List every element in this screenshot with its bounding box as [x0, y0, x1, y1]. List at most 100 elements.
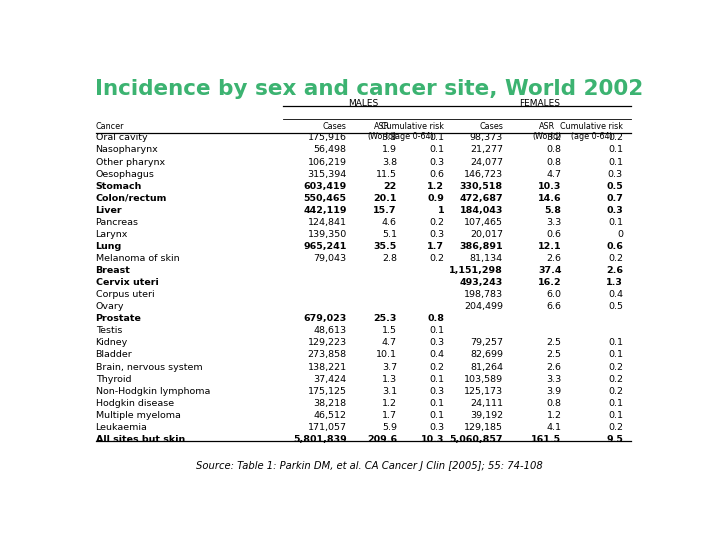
Text: 0.5: 0.5	[608, 302, 623, 311]
Text: 0.8: 0.8	[546, 158, 562, 166]
Text: 0.5: 0.5	[606, 181, 623, 191]
Text: 0.1: 0.1	[429, 399, 444, 408]
Text: 3.3: 3.3	[546, 375, 562, 383]
Text: 39,192: 39,192	[469, 411, 503, 420]
Text: 4.1: 4.1	[546, 423, 562, 432]
Text: 10.3: 10.3	[421, 435, 444, 444]
Text: 1.2: 1.2	[546, 411, 562, 420]
Text: Stomach: Stomach	[96, 181, 142, 191]
Text: 0.3: 0.3	[429, 339, 444, 347]
Text: Kidney: Kidney	[96, 339, 128, 347]
Text: 3.7: 3.7	[382, 362, 397, 372]
Text: 0.1: 0.1	[429, 326, 444, 335]
Text: 0.8: 0.8	[546, 145, 562, 154]
Text: Liver: Liver	[96, 206, 122, 215]
Text: 5.1: 5.1	[382, 230, 397, 239]
Text: Colon/rectum: Colon/rectum	[96, 194, 167, 202]
Text: 2.6: 2.6	[606, 266, 623, 275]
Text: 442,119: 442,119	[303, 206, 347, 215]
Text: 386,891: 386,891	[459, 242, 503, 251]
Text: 14.6: 14.6	[538, 194, 562, 202]
Text: 9.5: 9.5	[606, 435, 623, 444]
Text: 5.8: 5.8	[544, 206, 562, 215]
Text: Ovary: Ovary	[96, 302, 124, 311]
Text: 82,699: 82,699	[470, 350, 503, 360]
Text: 6.0: 6.0	[546, 290, 562, 299]
Text: 0.1: 0.1	[608, 218, 623, 227]
Text: 0.2: 0.2	[608, 362, 623, 372]
Text: 0.2: 0.2	[608, 423, 623, 432]
Text: 1.2: 1.2	[382, 399, 397, 408]
Text: Lung: Lung	[96, 242, 122, 251]
Text: 2.5: 2.5	[546, 339, 562, 347]
Text: Prostate: Prostate	[96, 314, 141, 323]
Text: 1.5: 1.5	[382, 326, 397, 335]
Text: 6.6: 6.6	[546, 302, 562, 311]
Text: 0.6: 0.6	[429, 170, 444, 179]
Text: 10.1: 10.1	[376, 350, 397, 360]
Text: 0.2: 0.2	[429, 254, 444, 263]
Text: 0: 0	[617, 230, 623, 239]
Text: 209.6: 209.6	[366, 435, 397, 444]
Text: Cervix uteri: Cervix uteri	[96, 278, 158, 287]
Text: 81,134: 81,134	[469, 254, 503, 263]
Text: 79,043: 79,043	[313, 254, 347, 263]
Text: 12.1: 12.1	[538, 242, 562, 251]
Text: 20,017: 20,017	[470, 230, 503, 239]
Text: 679,023: 679,023	[303, 314, 347, 323]
Text: 0.2: 0.2	[608, 375, 623, 383]
Text: 103,589: 103,589	[464, 375, 503, 383]
Text: 171,057: 171,057	[307, 423, 347, 432]
Text: 48,613: 48,613	[313, 326, 347, 335]
Text: 0.2: 0.2	[608, 387, 623, 396]
Text: 1.3: 1.3	[382, 375, 397, 383]
Text: Pancreas: Pancreas	[96, 218, 138, 227]
Text: Leukaemia: Leukaemia	[96, 423, 148, 432]
Text: 129,223: 129,223	[307, 339, 347, 347]
Text: 107,465: 107,465	[464, 218, 503, 227]
Text: 37.4: 37.4	[538, 266, 562, 275]
Text: 0.1: 0.1	[608, 350, 623, 360]
Text: 81,264: 81,264	[470, 362, 503, 372]
Text: Incidence by sex and cancer site, World 2002: Incidence by sex and cancer site, World …	[95, 79, 643, 99]
Text: Corpus uteri: Corpus uteri	[96, 290, 154, 299]
Text: 4.7: 4.7	[382, 339, 397, 347]
Text: Cumulative risk
(age 0-64): Cumulative risk (age 0-64)	[382, 122, 444, 141]
Text: 125,173: 125,173	[464, 387, 503, 396]
Text: 315,394: 315,394	[307, 170, 347, 179]
Text: ASR
(World): ASR (World)	[532, 122, 562, 141]
Text: 0.3: 0.3	[429, 158, 444, 166]
Text: Other pharynx: Other pharynx	[96, 158, 165, 166]
Text: 0.2: 0.2	[608, 133, 623, 143]
Text: 175,916: 175,916	[307, 133, 347, 143]
Text: 24,111: 24,111	[470, 399, 503, 408]
Text: Cases: Cases	[479, 122, 503, 131]
Text: 1.7: 1.7	[382, 411, 397, 420]
Text: 4.6: 4.6	[382, 218, 397, 227]
Text: Larynx: Larynx	[96, 230, 128, 239]
Text: 2.6: 2.6	[546, 254, 562, 263]
Text: 0.1: 0.1	[429, 133, 444, 143]
Text: 330,518: 330,518	[460, 181, 503, 191]
Text: 0.4: 0.4	[429, 350, 444, 360]
Text: 106,219: 106,219	[307, 158, 347, 166]
Text: 5,801,839: 5,801,839	[293, 435, 347, 444]
Text: 0.9: 0.9	[428, 194, 444, 202]
Text: 965,241: 965,241	[303, 242, 347, 251]
Text: 0.1: 0.1	[608, 411, 623, 420]
Text: 2.5: 2.5	[546, 350, 562, 360]
Text: 0.8: 0.8	[428, 314, 444, 323]
Text: Thyroid: Thyroid	[96, 375, 131, 383]
Text: 273,858: 273,858	[307, 350, 347, 360]
Text: 0.8: 0.8	[546, 399, 562, 408]
Text: Bladder: Bladder	[96, 350, 132, 360]
Text: 0.7: 0.7	[606, 194, 623, 202]
Text: 1.2: 1.2	[428, 181, 444, 191]
Text: 56,498: 56,498	[314, 145, 347, 154]
Text: 3.8: 3.8	[382, 158, 397, 166]
Text: 3.3: 3.3	[546, 218, 562, 227]
Text: MALES: MALES	[348, 99, 379, 107]
Text: 0.1: 0.1	[608, 158, 623, 166]
Text: 35.5: 35.5	[374, 242, 397, 251]
Text: 38,218: 38,218	[313, 399, 347, 408]
